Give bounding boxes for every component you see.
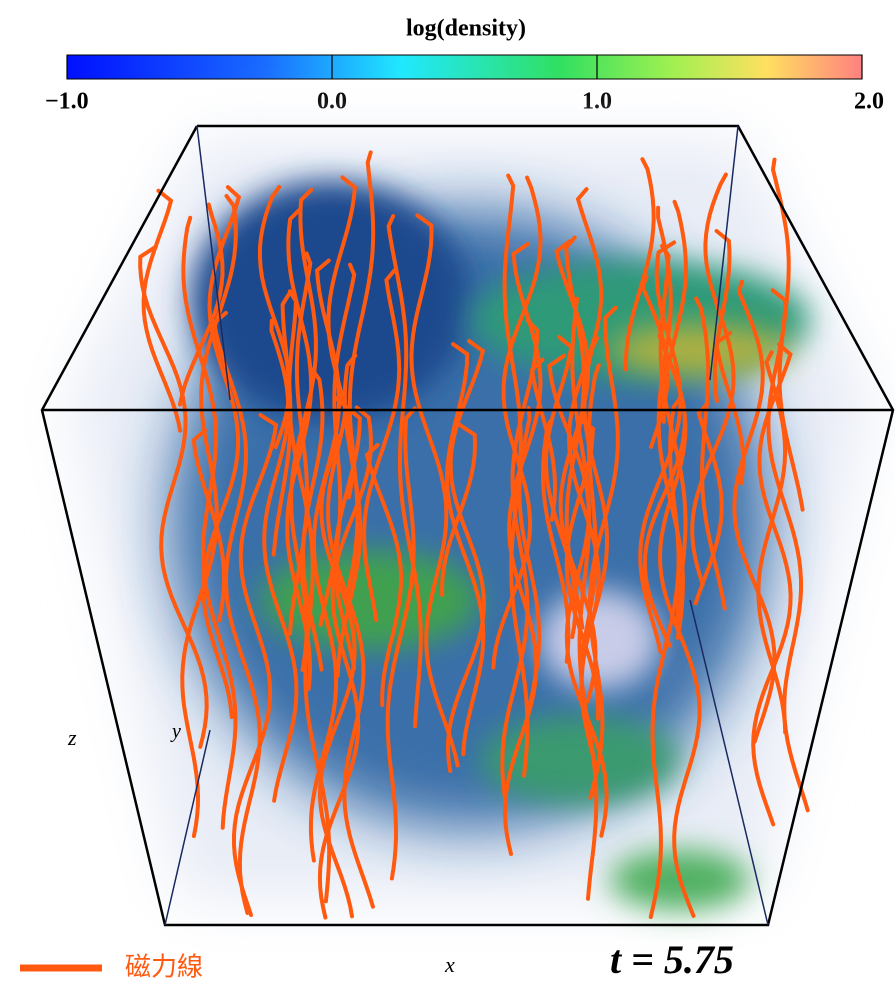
colorbar-tick-label: −1.0 [45, 89, 89, 115]
visualization: log(density) −1.0 0.0 1.0 2.0 z y x 磁力線 t =… [0, 0, 895, 991]
colorbar-tick-label: 1.0 [582, 89, 612, 115]
legend-label: 磁力線 [125, 953, 203, 983]
page: log(density) −1.0 0.0 1.0 2.0 z y x 磁力線 t =… [0, 0, 895, 991]
axis-label-x: x [444, 952, 455, 977]
colorbar-label: log(density) [406, 16, 526, 42]
axis-label-y: y [170, 721, 181, 743]
colorbar [67, 55, 862, 79]
density-cloud [70, 140, 870, 910]
colorbar-tick-label: 2.0 [854, 89, 884, 115]
time-label: t = 5.75 [610, 937, 734, 982]
colorbar-tick-label: 0.0 [317, 89, 347, 115]
axis-label-z: z [67, 725, 77, 750]
